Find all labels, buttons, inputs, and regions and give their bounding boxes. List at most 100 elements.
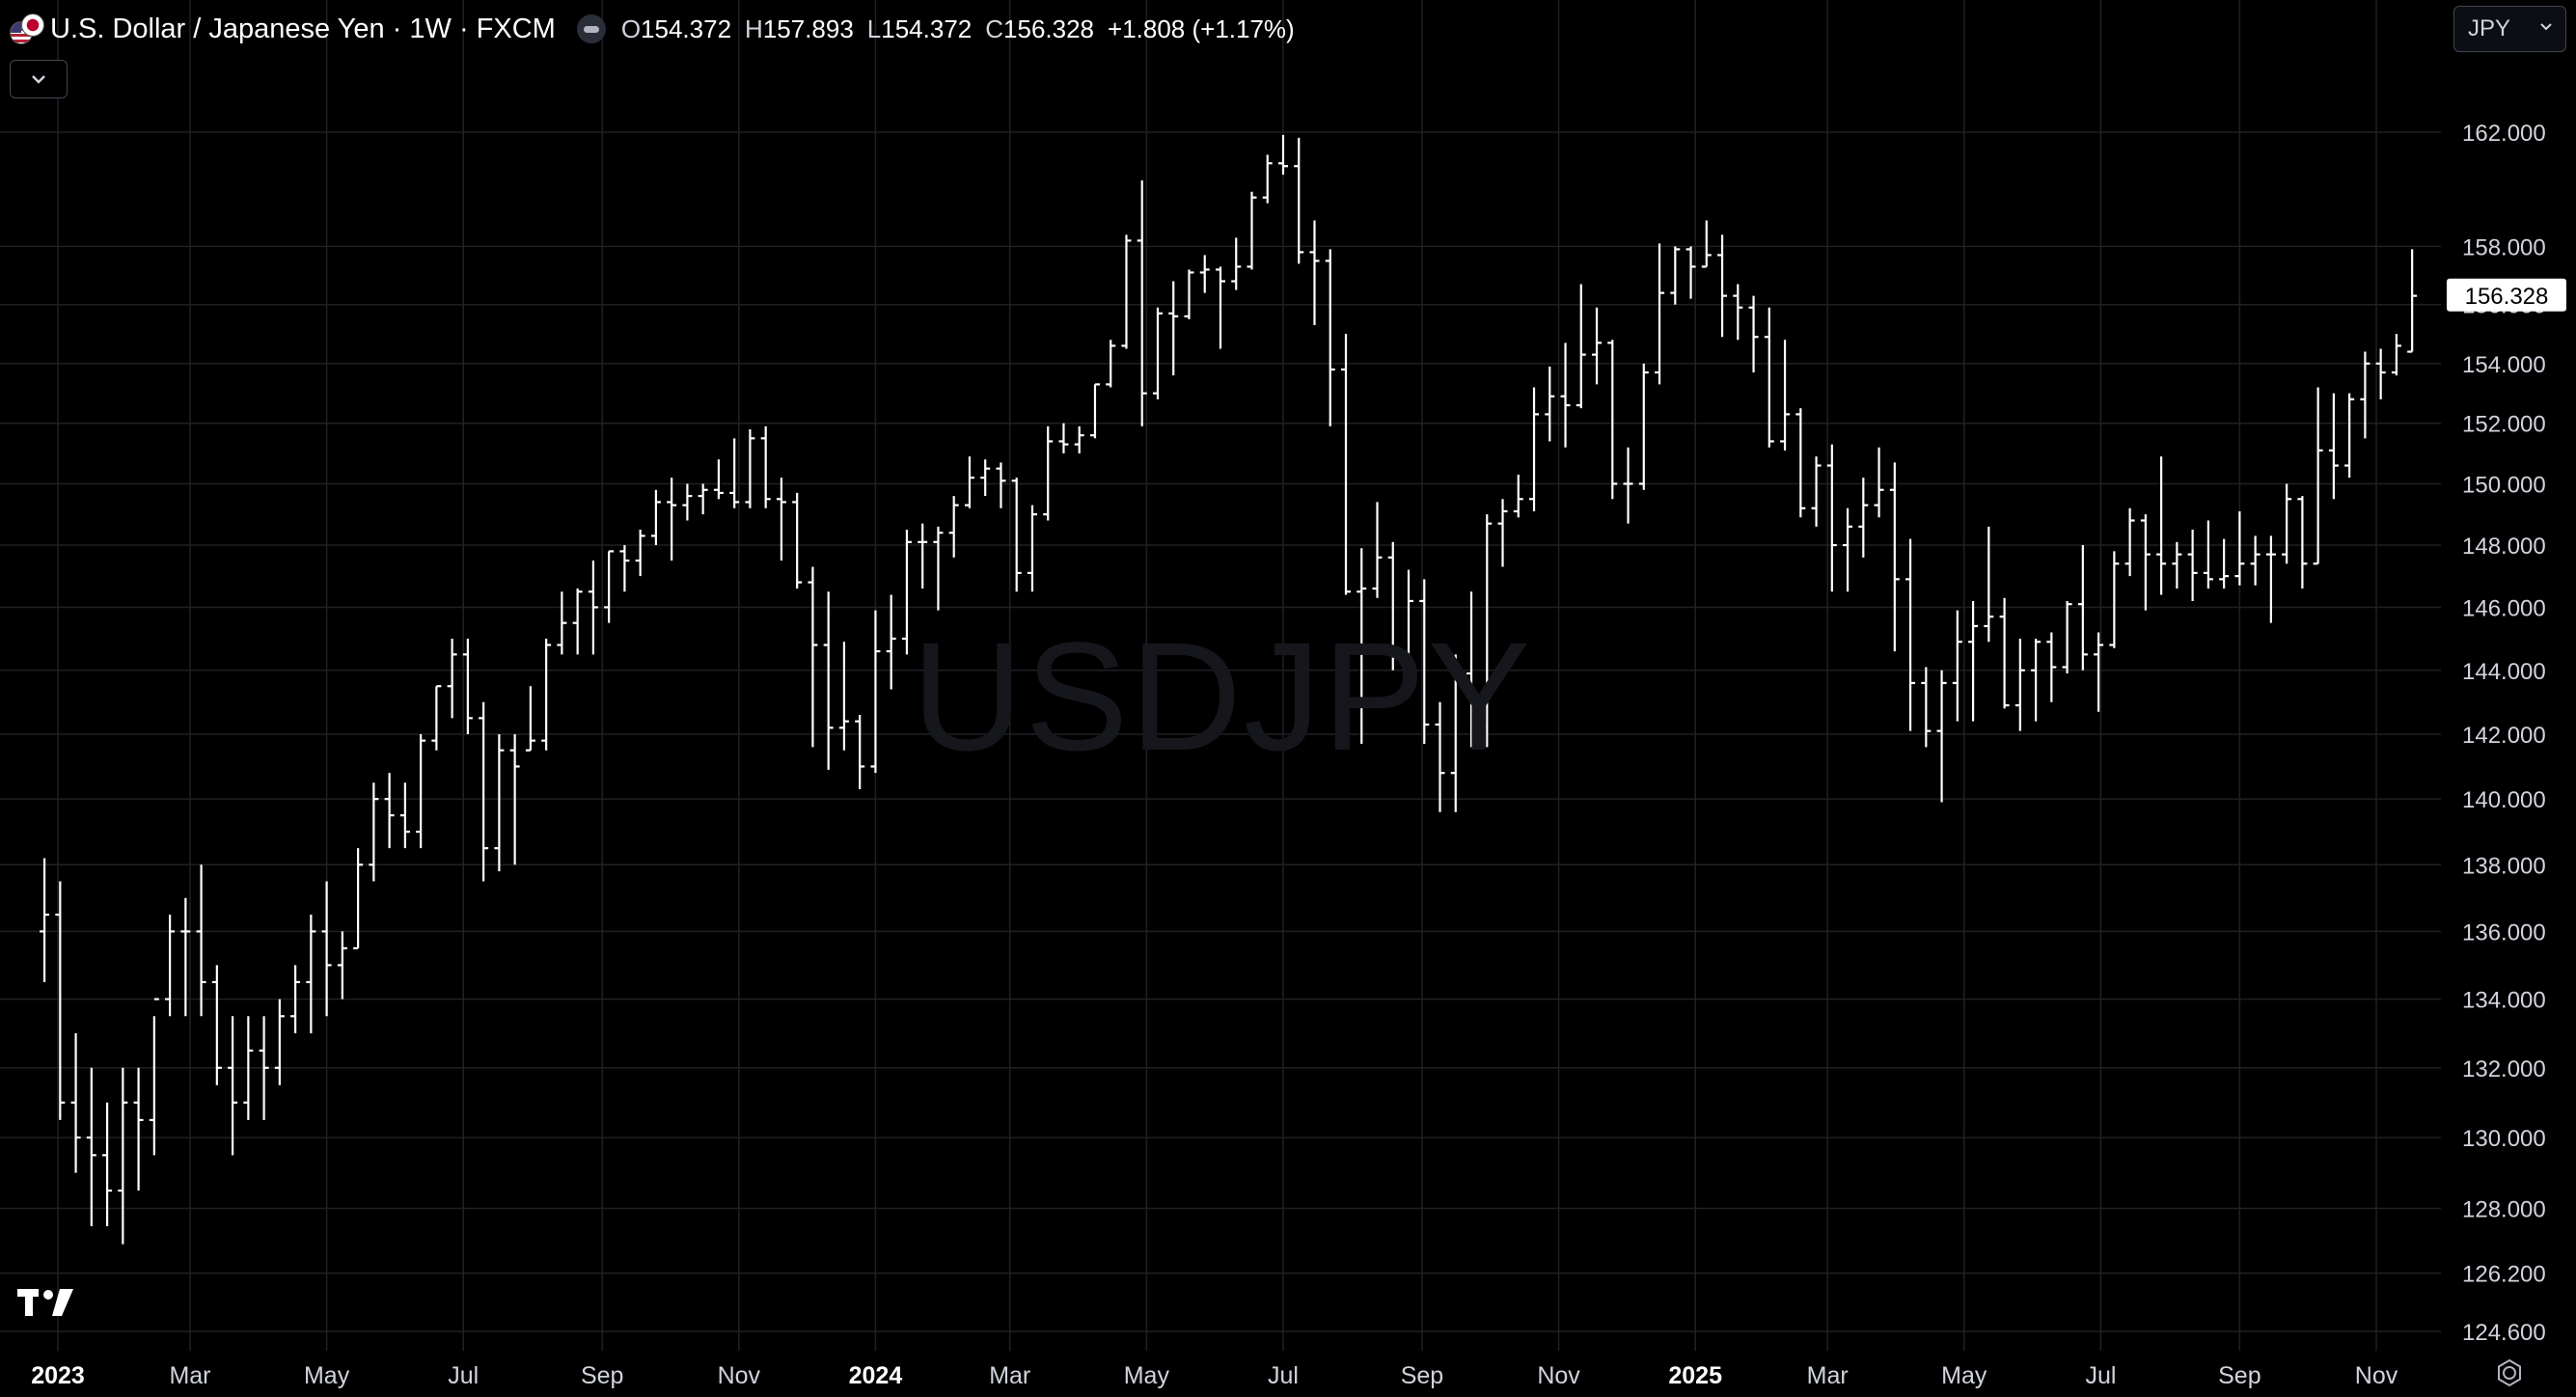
currency-select-value: JPY bbox=[2468, 15, 2511, 41]
ohlc-bar bbox=[870, 610, 881, 774]
ohlc-bar bbox=[2297, 496, 2308, 589]
last-price-tag-bg bbox=[2447, 278, 2566, 312]
ohlc-bar bbox=[619, 545, 630, 592]
ohlc-bar bbox=[1858, 478, 1869, 558]
ohlc-bar bbox=[2109, 551, 2120, 648]
ohlc-bar bbox=[509, 733, 520, 865]
ohlc-bar bbox=[1795, 408, 1806, 518]
ohlc-bar bbox=[321, 881, 332, 1017]
ohlc-bar bbox=[886, 594, 896, 690]
x-tick-label: Mar bbox=[1807, 1362, 1849, 1389]
ohlc-bar bbox=[133, 1067, 144, 1192]
x-tick-label: May bbox=[304, 1362, 350, 1389]
y-tick-label: 158.000 bbox=[2462, 234, 2546, 260]
ohlc-bar bbox=[2391, 334, 2401, 376]
y-tick-label: 124.600 bbox=[2462, 1320, 2546, 1346]
ohlc-bar bbox=[557, 591, 567, 655]
ohlc-bar bbox=[399, 782, 410, 849]
ohlc-bar bbox=[1764, 307, 1774, 448]
x-tick-label: 2025 bbox=[1668, 1362, 1722, 1389]
ohlc-bar bbox=[1748, 295, 1759, 373]
y-tick-label: 152.000 bbox=[2462, 412, 2546, 438]
ohlc-bar bbox=[447, 638, 457, 719]
ohlc-bar bbox=[337, 931, 347, 1000]
y-tick-label: 154.000 bbox=[2462, 352, 2546, 378]
x-tick-label: Jul bbox=[448, 1362, 479, 1389]
y-tick-label: 142.000 bbox=[2462, 723, 2546, 749]
y-tick-label: 132.000 bbox=[2462, 1056, 2546, 1082]
ohlc-bar bbox=[2140, 514, 2151, 611]
y-tick-label: 148.000 bbox=[2462, 534, 2546, 560]
ohlc-bar bbox=[933, 526, 944, 611]
y-tick-label: 128.000 bbox=[2462, 1197, 2546, 1223]
ohlc-bar bbox=[525, 686, 535, 752]
market-status-icon[interactable] bbox=[576, 14, 606, 43]
ohlc-bar bbox=[1921, 667, 1932, 748]
ohlc-bar bbox=[1089, 383, 1100, 439]
ohlc-bar bbox=[2282, 483, 2292, 564]
ohlc-bar bbox=[2407, 249, 2418, 353]
ohlc-bar bbox=[1576, 284, 1586, 409]
ohlc-bar bbox=[102, 1102, 113, 1227]
currency-select[interactable]: JPY bbox=[2453, 6, 2566, 52]
ohlc-bar bbox=[682, 483, 693, 521]
ohlc-bar bbox=[2344, 393, 2355, 479]
ohlc-bar bbox=[118, 1067, 128, 1245]
ohlc-bar bbox=[1372, 502, 1383, 598]
chart-grid bbox=[0, 0, 2441, 1351]
ohlc-bar bbox=[1387, 541, 1398, 671]
ohlc-bar bbox=[2234, 510, 2245, 586]
ohlc-bar bbox=[901, 530, 912, 655]
ohlc-bar bbox=[1623, 447, 1633, 524]
ohlc-bar bbox=[1655, 243, 1665, 385]
ohlc-bar bbox=[1592, 307, 1603, 385]
ohlc-bar bbox=[353, 848, 364, 949]
ohlc-bar bbox=[792, 492, 803, 589]
ohlc-bar bbox=[808, 566, 818, 748]
ohlc-bar bbox=[996, 462, 1006, 508]
ohlc-bar bbox=[1670, 246, 1681, 305]
last-price-label: 156.328 bbox=[2465, 284, 2549, 310]
ohlc-bar bbox=[431, 685, 442, 751]
change-value: +1.808 (+1.17%) bbox=[1108, 14, 1295, 43]
price-axis[interactable]: 124.600 126.200 128.000 130.000 132.000 134.0… bbox=[2462, 121, 2546, 1346]
symbol-title[interactable]: U.S. Dollar / Japanese Yen · 1W · FXCM bbox=[50, 13, 556, 44]
y-tick-label: 146.000 bbox=[2462, 595, 2546, 621]
legend-collapse-button[interactable] bbox=[10, 60, 68, 98]
x-tick-label: Mar bbox=[989, 1362, 1030, 1389]
ohlc-key: L bbox=[866, 14, 882, 43]
ohlc-bar bbox=[1121, 234, 1132, 349]
x-tick-label: Nov bbox=[2355, 1362, 2398, 1389]
ohlc-bar bbox=[2219, 538, 2230, 589]
ohlc-bar bbox=[274, 999, 285, 1085]
ohlc-bar bbox=[1811, 456, 1822, 527]
ohlc-bar bbox=[1999, 597, 2010, 709]
ohlc-bar bbox=[1027, 505, 1037, 592]
ohlc-bar bbox=[55, 881, 66, 1120]
ohlc-bar bbox=[1199, 255, 1210, 293]
ohlc-bar bbox=[1780, 340, 1791, 451]
tradingview-logo-icon[interactable] bbox=[17, 1287, 77, 1320]
ohlc-bar bbox=[1826, 444, 1837, 592]
ohlc-bar bbox=[1701, 220, 1712, 268]
ohlc-bar bbox=[1952, 610, 1962, 722]
ohlc-bar bbox=[1717, 234, 1728, 338]
ohlc-bar bbox=[86, 1067, 96, 1227]
ohlc-bar bbox=[2250, 535, 2261, 586]
ohlc-bar bbox=[948, 496, 959, 558]
ohlc-bar bbox=[2360, 351, 2370, 439]
ohlc-values: O154.372 H157.893 L154.372 C156.328 +1.8… bbox=[621, 14, 1295, 44]
time-axis[interactable]: 2023 Mar May Jul Sep Nov 2024 Mar May Jul Sep Nov 20… bbox=[31, 1362, 2398, 1389]
ohlc-bar bbox=[2062, 600, 2072, 674]
ohlc-bar bbox=[1215, 266, 1225, 349]
ohlc-bar bbox=[823, 591, 834, 770]
ohlc-bar bbox=[1137, 179, 1147, 426]
settings-icon[interactable] bbox=[2495, 1358, 2524, 1387]
ohlc-bar bbox=[1482, 514, 1493, 748]
ohlc-bar bbox=[838, 642, 849, 751]
ohlc-bar bbox=[1325, 249, 1335, 426]
ohlc-bar bbox=[1184, 269, 1194, 319]
ohlc-bar bbox=[1545, 366, 1555, 442]
ohlc-bar bbox=[918, 523, 928, 589]
